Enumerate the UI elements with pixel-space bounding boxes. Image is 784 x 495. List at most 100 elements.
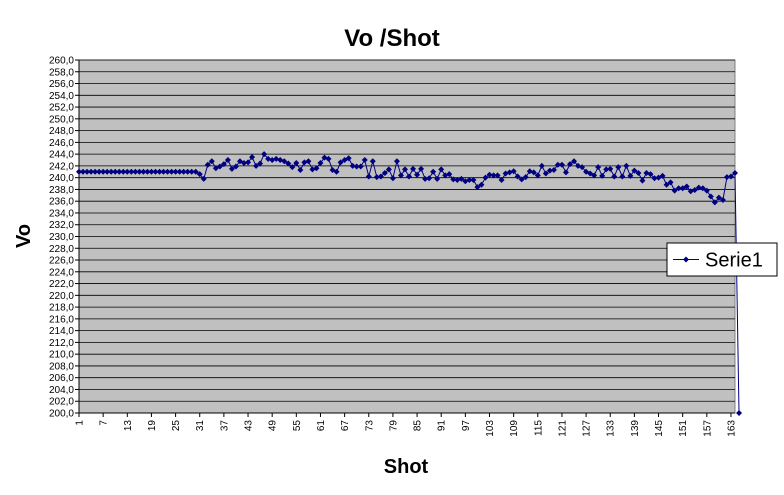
data-point [152, 168, 159, 175]
data-point [510, 168, 517, 175]
data-point [542, 170, 549, 177]
data-point [188, 168, 195, 175]
y-tick-label: 236,0 [49, 197, 74, 208]
y-tick-label: 242,0 [49, 161, 74, 172]
data-point [232, 163, 239, 170]
data-point [281, 158, 288, 165]
data-point [112, 168, 119, 175]
y-tick-label: 216,0 [49, 314, 74, 325]
data-point [478, 181, 485, 188]
data-point [333, 168, 340, 175]
data-point [466, 177, 473, 184]
x-tick-label: 55 [292, 420, 303, 432]
data-point [566, 161, 573, 168]
data-point [530, 169, 537, 176]
data-point [196, 171, 203, 178]
chart-title: Vo /Shot [344, 25, 440, 52]
data-point [699, 185, 706, 192]
series-group [76, 151, 743, 416]
data-point [623, 162, 630, 169]
data-point [663, 181, 670, 188]
data-point [349, 162, 356, 169]
data-point [92, 168, 99, 175]
data-point [184, 168, 191, 175]
x-tick-label: 115 [533, 420, 544, 436]
data-point [104, 168, 111, 175]
data-point [180, 168, 187, 175]
x-tick-label: 91 [437, 420, 448, 432]
data-point [369, 158, 376, 165]
y-tick-label: 212,0 [49, 338, 74, 349]
data-point [719, 197, 726, 204]
data-point [579, 164, 586, 171]
data-point [253, 162, 260, 169]
data-point [659, 172, 666, 179]
data-point [241, 159, 248, 166]
y-tick-label: 220,0 [49, 291, 74, 302]
data-point [434, 175, 441, 182]
data-point [631, 167, 638, 174]
data-point [414, 171, 421, 178]
data-point [595, 164, 602, 171]
y-axis-ticks: 200,0202,0204,0206,0208,0210,0212,0214,0… [49, 56, 80, 420]
data-point [397, 172, 404, 179]
data-point [558, 161, 565, 168]
data-point [389, 175, 396, 182]
data-point [615, 164, 622, 171]
x-tick-label: 49 [268, 420, 279, 432]
data-point [619, 173, 626, 180]
x-tick-label: 73 [364, 420, 375, 432]
data-point [289, 164, 296, 171]
y-tick-label: 258,0 [49, 67, 74, 78]
x-tick-label: 31 [195, 420, 206, 432]
y-tick-label: 256,0 [49, 79, 74, 90]
data-point [571, 158, 578, 165]
data-point [224, 157, 231, 164]
data-point [132, 168, 139, 175]
data-point [136, 168, 143, 175]
data-point [156, 168, 163, 175]
data-point [422, 175, 429, 182]
y-tick-label: 246,0 [49, 138, 74, 149]
data-point [736, 410, 743, 416]
data-point [285, 160, 292, 167]
data-point [611, 173, 618, 180]
y-tick-label: 204,0 [49, 385, 74, 396]
x-tick-label: 61 [316, 420, 327, 432]
x-tick-label: 151 [678, 420, 689, 437]
data-point [305, 158, 312, 165]
data-point [446, 171, 453, 178]
x-axis-title: Shot [384, 456, 429, 478]
data-point [228, 165, 235, 172]
x-tick-label: 103 [485, 420, 496, 437]
data-point [393, 158, 400, 165]
data-point [120, 168, 127, 175]
y-tick-label: 210,0 [49, 350, 74, 361]
data-point [361, 157, 368, 164]
data-point [204, 161, 211, 168]
data-point [220, 161, 227, 168]
data-point [727, 173, 734, 180]
data-point [345, 155, 352, 162]
data-point [200, 175, 207, 182]
data-point [168, 168, 175, 175]
data-point [554, 161, 561, 168]
data-point [297, 167, 304, 174]
x-tick-label: 109 [509, 420, 520, 437]
data-point [486, 171, 493, 178]
data-point [522, 174, 529, 181]
data-point [683, 183, 690, 190]
x-tick-label: 121 [557, 420, 568, 437]
y-tick-label: 208,0 [49, 361, 74, 372]
data-point [498, 177, 505, 184]
y-tick-label: 202,0 [49, 397, 74, 408]
data-point [470, 177, 477, 184]
data-point [373, 174, 380, 181]
y-axis-title: Vo [13, 224, 35, 248]
data-point [353, 163, 360, 170]
data-point [317, 159, 324, 166]
data-point [506, 169, 513, 176]
data-point [261, 151, 268, 158]
data-point [325, 155, 332, 162]
